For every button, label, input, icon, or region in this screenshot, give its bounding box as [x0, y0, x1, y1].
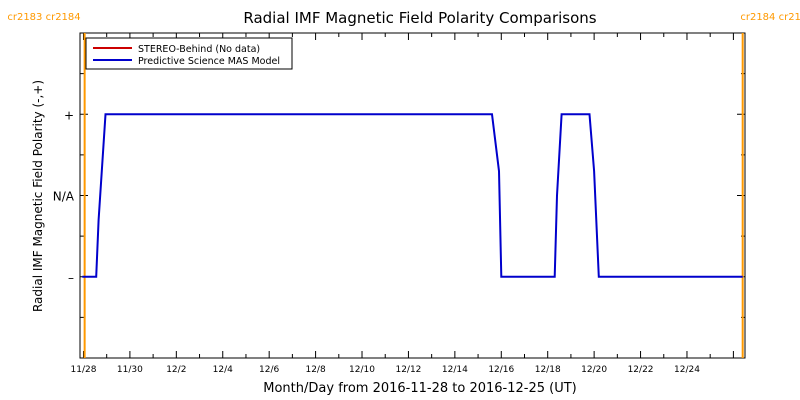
carrington-markers: cr2183 cr2184 cr2184 cr2185: [7, 12, 800, 358]
legend-label: Predictive Science MAS Model: [138, 56, 280, 67]
x-tick-label: 12/4: [213, 365, 233, 375]
axis-ticks: 11/28 11/30 12/2 12/4 12/6 12/8 12/10 12/12 12/1…: [53, 32, 745, 375]
x-tick-label: 11/28: [71, 365, 97, 375]
x-tick-label: 12/22: [628, 365, 654, 375]
series-line-mas-model: [82, 113, 743, 278]
x-tick-label: 12/6: [259, 365, 279, 375]
x-tick-label: 12/20: [581, 365, 607, 375]
y-tick-label: –: [68, 271, 74, 285]
x-tick-label: 12/12: [395, 365, 421, 375]
x-tick-label: 12/24: [674, 365, 700, 375]
legend-label: STEREO-Behind (No data): [138, 44, 260, 55]
legend: STEREO-Behind (No data)Predictive Scienc…: [85, 37, 293, 70]
x-tick-label: 12/18: [535, 365, 561, 375]
y-tick-label: N/A: [53, 190, 75, 204]
x-tick-label: 12/8: [305, 365, 325, 375]
chart-title: Radial IMF Magnetic Field Polarity Compa…: [243, 9, 596, 27]
x-tick-label: 12/14: [442, 365, 468, 375]
x-tick-label: 12/16: [488, 365, 514, 375]
y-axis-label: Radial IMF Magnetic Field Polarity (-,+): [31, 80, 45, 312]
y-tick-label: +: [64, 108, 74, 122]
x-axis-label: Month/Day from 2016-11-28 to 2016-12-25 …: [263, 381, 576, 396]
x-tick-label: 12/10: [349, 365, 375, 375]
carrington-marker-label: cr2184 cr2185: [740, 12, 800, 23]
series-lines: [82, 113, 743, 278]
legend-box: [85, 37, 293, 70]
x-tick-label: 12/2: [166, 365, 186, 375]
carrington-marker-label: cr2183 cr2184: [7, 12, 80, 23]
x-tick-label: 11/30: [117, 365, 143, 375]
plot-frame: [79, 32, 746, 359]
